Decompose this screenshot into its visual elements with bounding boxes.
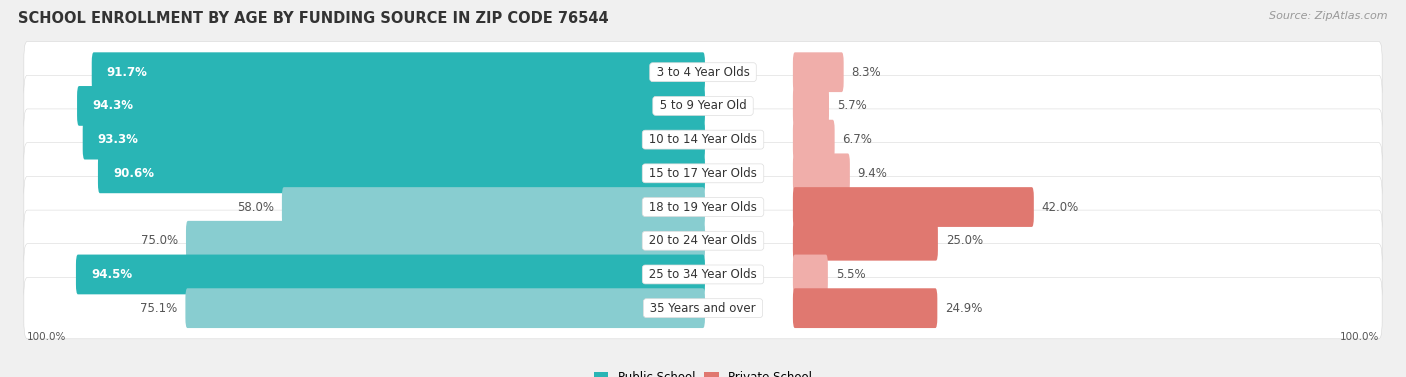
Text: Source: ZipAtlas.com: Source: ZipAtlas.com (1270, 11, 1388, 21)
Text: 91.7%: 91.7% (107, 66, 148, 79)
FancyBboxPatch shape (24, 143, 1382, 204)
FancyBboxPatch shape (24, 277, 1382, 339)
FancyBboxPatch shape (24, 176, 1382, 238)
FancyBboxPatch shape (24, 210, 1382, 271)
Text: 5 to 9 Year Old: 5 to 9 Year Old (655, 100, 751, 112)
Text: 90.6%: 90.6% (112, 167, 155, 180)
FancyBboxPatch shape (186, 288, 704, 328)
FancyBboxPatch shape (793, 153, 849, 193)
Text: 42.0%: 42.0% (1042, 201, 1078, 213)
Text: 24.9%: 24.9% (945, 302, 983, 315)
Text: 35 Years and over: 35 Years and over (647, 302, 759, 315)
FancyBboxPatch shape (793, 187, 1033, 227)
Text: 9.4%: 9.4% (858, 167, 887, 180)
FancyBboxPatch shape (24, 244, 1382, 305)
Legend: Public School, Private School: Public School, Private School (589, 366, 817, 377)
FancyBboxPatch shape (83, 120, 704, 159)
Text: 15 to 17 Year Olds: 15 to 17 Year Olds (645, 167, 761, 180)
Text: 100.0%: 100.0% (27, 332, 66, 342)
FancyBboxPatch shape (793, 254, 828, 294)
FancyBboxPatch shape (76, 254, 704, 294)
FancyBboxPatch shape (793, 288, 938, 328)
FancyBboxPatch shape (793, 86, 830, 126)
Text: 18 to 19 Year Olds: 18 to 19 Year Olds (645, 201, 761, 213)
FancyBboxPatch shape (98, 153, 704, 193)
Text: 6.7%: 6.7% (842, 133, 872, 146)
FancyBboxPatch shape (281, 187, 704, 227)
Text: SCHOOL ENROLLMENT BY AGE BY FUNDING SOURCE IN ZIP CODE 76544: SCHOOL ENROLLMENT BY AGE BY FUNDING SOUR… (18, 11, 609, 26)
Text: 3 to 4 Year Olds: 3 to 4 Year Olds (652, 66, 754, 79)
Text: 25 to 34 Year Olds: 25 to 34 Year Olds (645, 268, 761, 281)
FancyBboxPatch shape (24, 75, 1382, 136)
Text: 10 to 14 Year Olds: 10 to 14 Year Olds (645, 133, 761, 146)
FancyBboxPatch shape (793, 221, 938, 261)
FancyBboxPatch shape (77, 86, 704, 126)
Text: 93.3%: 93.3% (98, 133, 139, 146)
Text: 75.0%: 75.0% (141, 234, 179, 247)
Text: 5.5%: 5.5% (835, 268, 865, 281)
FancyBboxPatch shape (793, 52, 844, 92)
FancyBboxPatch shape (186, 221, 704, 261)
Text: 8.3%: 8.3% (852, 66, 882, 79)
Text: 20 to 24 Year Olds: 20 to 24 Year Olds (645, 234, 761, 247)
FancyBboxPatch shape (793, 120, 835, 159)
Text: 75.1%: 75.1% (141, 302, 177, 315)
Text: 5.7%: 5.7% (837, 100, 866, 112)
Text: 94.3%: 94.3% (93, 100, 134, 112)
Text: 94.5%: 94.5% (91, 268, 132, 281)
Text: 25.0%: 25.0% (946, 234, 983, 247)
FancyBboxPatch shape (24, 41, 1382, 103)
Text: 58.0%: 58.0% (238, 201, 274, 213)
FancyBboxPatch shape (24, 109, 1382, 170)
FancyBboxPatch shape (91, 52, 704, 92)
Text: 100.0%: 100.0% (1340, 332, 1379, 342)
